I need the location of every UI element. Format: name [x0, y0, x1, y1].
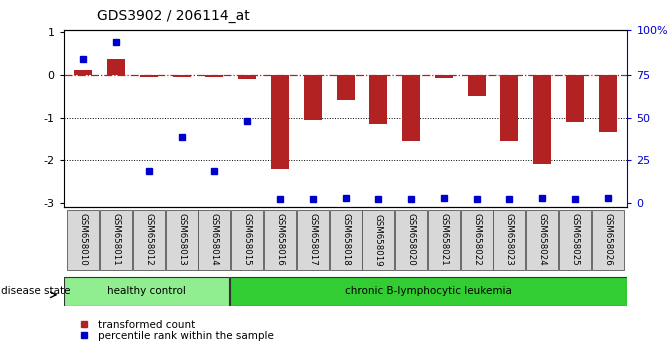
Text: disease state: disease state	[1, 286, 71, 296]
FancyBboxPatch shape	[428, 210, 460, 270]
Text: GSM658021: GSM658021	[440, 213, 448, 266]
FancyBboxPatch shape	[230, 277, 627, 306]
Text: GSM658011: GSM658011	[111, 213, 121, 266]
Bar	[468, 75, 486, 96]
Bar	[599, 75, 617, 132]
Text: GSM658017: GSM658017	[308, 213, 317, 266]
FancyBboxPatch shape	[67, 210, 99, 270]
Text: GSM658016: GSM658016	[276, 213, 285, 266]
FancyBboxPatch shape	[231, 210, 263, 270]
Text: GSM658024: GSM658024	[537, 213, 547, 266]
FancyBboxPatch shape	[264, 210, 296, 270]
FancyBboxPatch shape	[592, 210, 624, 270]
FancyBboxPatch shape	[329, 210, 362, 270]
Text: GDS3902 / 206114_at: GDS3902 / 206114_at	[97, 9, 250, 23]
Text: GSM658020: GSM658020	[407, 213, 415, 266]
FancyBboxPatch shape	[199, 210, 230, 270]
Text: GSM658014: GSM658014	[210, 213, 219, 266]
Text: GSM658010: GSM658010	[79, 213, 88, 266]
Text: GSM658018: GSM658018	[341, 213, 350, 266]
Text: GSM658013: GSM658013	[177, 213, 187, 266]
Bar	[304, 75, 322, 120]
Text: chronic B-lymphocytic leukemia: chronic B-lymphocytic leukemia	[345, 286, 512, 296]
Text: GSM658025: GSM658025	[570, 213, 580, 266]
FancyBboxPatch shape	[133, 210, 165, 270]
FancyBboxPatch shape	[100, 210, 132, 270]
Bar	[107, 59, 125, 75]
Bar	[271, 75, 289, 169]
FancyBboxPatch shape	[526, 210, 558, 270]
Bar	[402, 75, 420, 141]
FancyBboxPatch shape	[64, 277, 229, 306]
Text: GSM658026: GSM658026	[603, 213, 612, 266]
Bar	[140, 75, 158, 77]
Bar	[566, 75, 584, 122]
Text: healthy control: healthy control	[107, 286, 186, 296]
Bar	[238, 75, 256, 79]
FancyBboxPatch shape	[297, 210, 329, 270]
Bar	[369, 75, 387, 124]
Bar	[501, 75, 519, 141]
FancyBboxPatch shape	[362, 210, 395, 270]
Bar	[172, 75, 191, 77]
FancyBboxPatch shape	[493, 210, 525, 270]
Bar	[533, 75, 551, 165]
Text: GSM658015: GSM658015	[243, 213, 252, 266]
Bar	[205, 75, 223, 77]
FancyBboxPatch shape	[395, 210, 427, 270]
Text: GSM658023: GSM658023	[505, 213, 514, 266]
Text: GSM658019: GSM658019	[374, 213, 383, 266]
Text: GSM658022: GSM658022	[472, 213, 481, 266]
FancyBboxPatch shape	[461, 210, 493, 270]
FancyBboxPatch shape	[559, 210, 591, 270]
FancyBboxPatch shape	[166, 210, 198, 270]
Legend: transformed count, percentile rank within the sample: transformed count, percentile rank withi…	[69, 315, 278, 345]
Bar	[74, 70, 93, 75]
Text: GSM658012: GSM658012	[144, 213, 154, 266]
Bar	[337, 75, 354, 101]
Bar	[435, 75, 453, 78]
